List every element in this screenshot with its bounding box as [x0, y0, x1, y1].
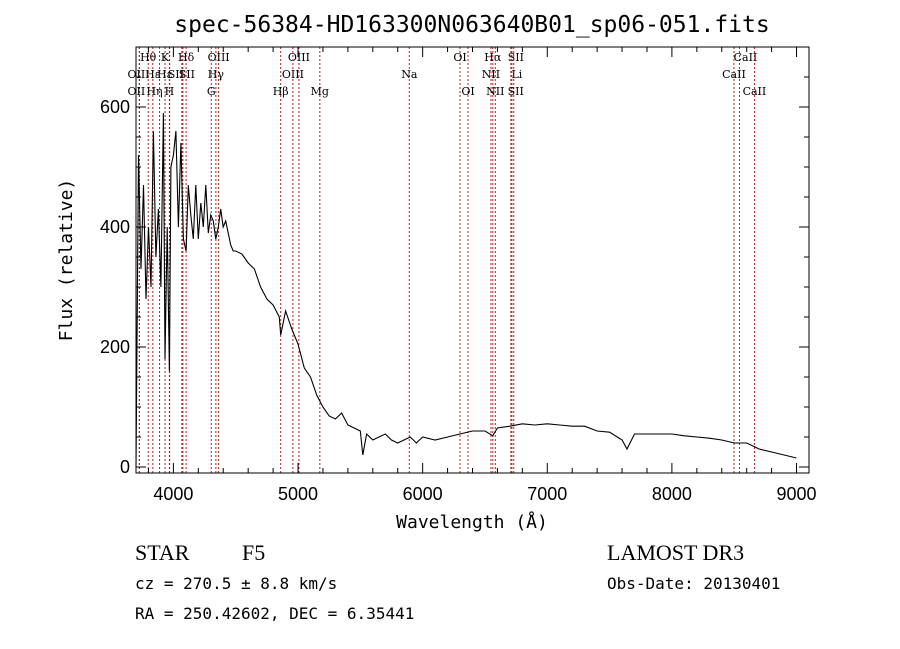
line-label-g: G — [207, 85, 216, 98]
line-label-hε: Hε — [157, 68, 173, 81]
x-axis: 4000 5000 6000 7000 8000 9000 — [147, 47, 817, 504]
spectrum-line-0 — [135, 112, 797, 468]
line-label-nii: NII — [486, 85, 504, 98]
line-label-k: K — [161, 51, 170, 64]
line-label-nii: NII — [482, 68, 500, 81]
line-label-hθ: Hθ — [140, 51, 157, 64]
y-axis-label: Flux (relative) — [56, 179, 77, 342]
coordinates-readout: RA = 250.42602, DEC = 6.35441 — [135, 604, 414, 623]
line-label-hε: Hε — [145, 68, 161, 81]
line-label-hη: Hη — [146, 85, 162, 98]
object-class: STAR — [135, 540, 190, 565]
line-label-sii: SII — [168, 68, 184, 81]
spectrum-series — [135, 112, 797, 468]
spectral-line-markers: OIIOIIHθHεHηKHεHSIIHδSIIOIIIHγGOIIIOIIIH… — [128, 47, 767, 473]
line-label-sii: SII — [179, 68, 195, 81]
line-label-oiii: OIII — [208, 51, 230, 64]
plot-frame — [135, 46, 810, 474]
line-label-sii: SII — [508, 85, 524, 98]
x-tick-label: 9000 — [777, 484, 817, 504]
y-tick-label: 400 — [100, 217, 130, 237]
y-tick-label: 0 — [120, 457, 130, 477]
line-label-caii: CaII — [722, 68, 746, 81]
x-tick-label: 8000 — [652, 484, 692, 504]
line-label-hβ: Hβ — [273, 85, 289, 98]
survey-name: LAMOST DR3 — [607, 540, 744, 565]
line-label-oi: OI — [453, 51, 466, 64]
line-label-na: Na — [401, 68, 418, 81]
line-label-oi: OI — [461, 85, 474, 98]
line-label-hγ: Hγ — [208, 68, 225, 81]
x-tick-label: 7000 — [527, 484, 567, 504]
y-tick-label: 600 — [100, 97, 130, 117]
line-label-oiii: OIII — [282, 68, 304, 81]
observation-date: Obs-Date: 20130401 — [607, 574, 780, 593]
object-subclass: F5 — [242, 540, 265, 565]
x-tick-label: 6000 — [403, 484, 443, 504]
y-axis: 0 200 400 600 — [100, 76, 809, 477]
x-axis-label: Wavelength (Å) — [396, 511, 548, 533]
y-tick-label: 200 — [100, 337, 130, 357]
line-label-li: Li — [511, 68, 522, 81]
chart-title: spec-56384-HD163300N063640B01_sp06-051.f… — [174, 12, 769, 38]
x-tick-label: 5000 — [278, 484, 318, 504]
line-label-hδ: Hδ — [178, 51, 195, 64]
line-label-h: H — [165, 85, 175, 98]
line-label-caii: CaII — [743, 85, 767, 98]
line-label-hα: Hα — [484, 51, 502, 64]
line-label-oiii: OIII — [288, 51, 310, 64]
line-label-sii: SII — [508, 51, 524, 64]
redshift-readout: cz = 270.5 ± 8.8 km/s — [135, 574, 337, 593]
line-label-mg: Mg — [311, 85, 329, 98]
x-tick-label: 4000 — [153, 484, 193, 504]
line-label-caii: CaII — [734, 51, 758, 64]
